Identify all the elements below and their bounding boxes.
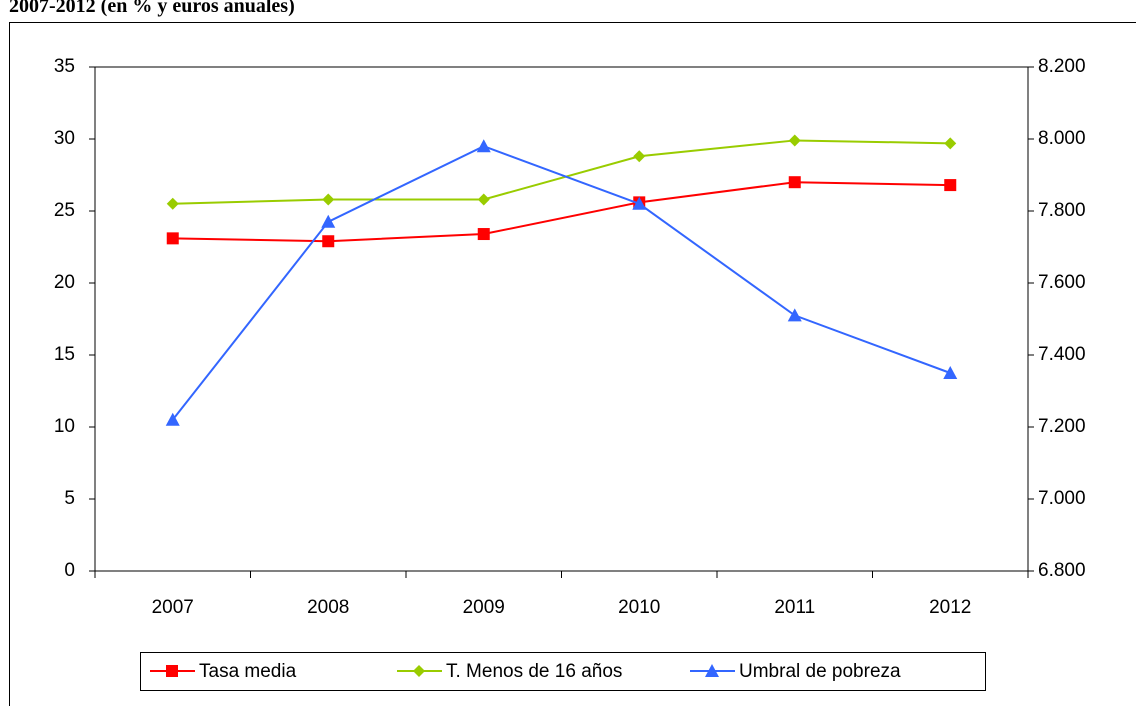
data-point [321, 214, 336, 228]
data-point [788, 176, 801, 189]
y2-tick-label: 8.000 [1038, 128, 1086, 149]
data-point [166, 197, 179, 210]
series-line [171, 145, 951, 421]
data-point [632, 196, 647, 210]
series-line [172, 139, 951, 205]
y-tick-label: 30 [54, 128, 75, 149]
x-tick-label: 2008 [307, 597, 349, 618]
data-point [165, 412, 180, 426]
legend-label: T. Menos de 16 años [446, 661, 622, 682]
x-tick-label: 2010 [618, 597, 660, 618]
data-point [944, 137, 957, 150]
y-tick-label: 10 [54, 416, 75, 437]
y-tick-label: 20 [54, 272, 75, 293]
data-point [788, 134, 801, 147]
x-tick-label: 2012 [929, 597, 971, 618]
data-point [944, 179, 957, 192]
data-point [166, 232, 179, 245]
data-point [787, 308, 802, 322]
data-point [322, 193, 335, 206]
data-point [477, 228, 490, 241]
y2-tick-label: 7.200 [1038, 416, 1086, 437]
x-tick-label: 2011 [774, 597, 815, 618]
x-tick-label: 2009 [463, 597, 505, 618]
data-point [943, 366, 958, 379]
legend-box [140, 652, 986, 691]
chart-title: 2007-2012 (en % y euros anuales) [9, 0, 295, 17]
y2-tick-label: 7.600 [1038, 272, 1086, 293]
y-tick-label: 35 [54, 56, 75, 77]
data-point [322, 235, 335, 248]
legend-marker [166, 665, 178, 677]
data-point [476, 139, 491, 153]
legend-marker [705, 664, 719, 677]
y-tick-label: 5 [64, 488, 75, 509]
legend-label: Tasa media [199, 661, 297, 682]
data-point [633, 150, 646, 163]
y2-tick-label: 6.800 [1038, 560, 1086, 581]
data-point [477, 193, 490, 206]
y2-tick-label: 7.800 [1038, 200, 1086, 221]
chart-frame [9, 22, 1136, 706]
y-tick-label: 25 [54, 200, 75, 221]
y-tick-label: 0 [64, 560, 75, 581]
series-line [172, 181, 951, 243]
legend-label: Umbral de pobreza [739, 661, 901, 682]
x-tick-label: 2007 [152, 597, 194, 618]
legend-marker [413, 665, 425, 677]
y2-tick-label: 7.400 [1038, 344, 1086, 365]
y2-tick-label: 8.200 [1038, 56, 1086, 77]
y-tick-label: 15 [54, 344, 75, 365]
y2-tick-label: 7.000 [1038, 488, 1086, 509]
